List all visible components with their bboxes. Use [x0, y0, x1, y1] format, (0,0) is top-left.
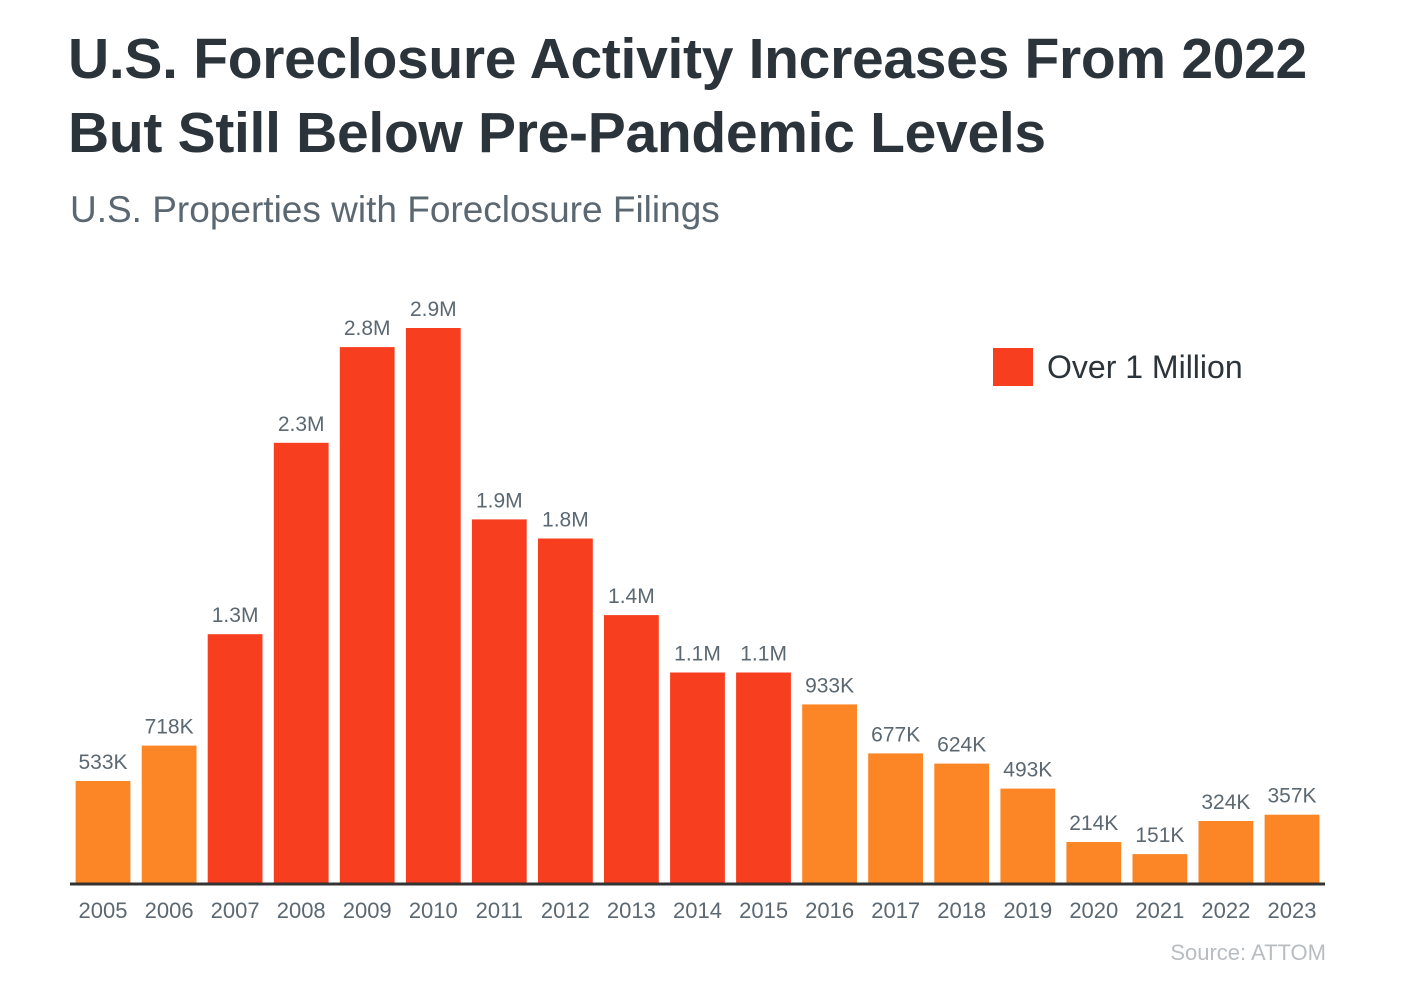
bar-2021	[1132, 854, 1188, 883]
x-tick-2014: 2014	[673, 898, 722, 923]
value-label-2014: 1.1M	[674, 643, 721, 666]
chart-title: U.S. Foreclosure Activity Increases From…	[68, 27, 1307, 165]
bar-2010	[405, 328, 461, 883]
x-tick-2021: 2021	[1135, 898, 1184, 923]
bar-2005	[75, 781, 131, 883]
value-label-2012: 1.8M	[542, 509, 589, 532]
x-tick-2006: 2006	[145, 898, 194, 923]
x-tick-2018: 2018	[937, 898, 986, 923]
value-label-2018: 624K	[937, 734, 986, 757]
legend-label: Over 1 Million	[1047, 348, 1243, 385]
bars-group	[75, 328, 1320, 884]
bar-2012	[538, 538, 593, 883]
bar-2019	[1000, 788, 1056, 883]
chart-subtitle: U.S. Properties with Foreclosure Filings	[70, 189, 720, 230]
bar-2015	[736, 672, 791, 883]
x-tick-2020: 2020	[1069, 898, 1118, 923]
value-label-2022: 324K	[1201, 791, 1250, 814]
value-label-2005: 533K	[78, 751, 127, 774]
value-label-2020: 214K	[1069, 812, 1118, 835]
x-tick-2022: 2022	[1201, 898, 1250, 923]
bar-2016	[802, 704, 857, 883]
bar-2011	[471, 519, 527, 883]
value-label-2006: 718K	[145, 716, 194, 739]
x-tick-2011: 2011	[476, 898, 523, 923]
value-label-2021: 151K	[1135, 824, 1184, 847]
bar-2008	[273, 442, 329, 883]
x-tick-2009: 2009	[343, 898, 392, 923]
x-tick-2017: 2017	[871, 898, 920, 923]
bar-2018	[934, 763, 990, 883]
bar-2022	[1198, 821, 1254, 883]
x-tick-2019: 2019	[1003, 898, 1052, 923]
x-tick-2023: 2023	[1268, 898, 1317, 923]
bar-2007	[207, 634, 263, 883]
bar-2017	[868, 753, 923, 883]
value-label-2019: 493K	[1003, 759, 1052, 782]
bar-2020	[1066, 842, 1122, 883]
x-tick-labels-group: 2005 2006 2007 2008 2009 2010 2011 2012 2013 2014…	[79, 898, 1317, 923]
value-label-2007: 1.3M	[212, 604, 259, 627]
bar-2006	[141, 745, 197, 883]
legend: Over 1 Million	[993, 348, 1243, 386]
x-tick-2005: 2005	[79, 898, 128, 923]
value-label-2023: 357K	[1267, 785, 1316, 808]
x-tick-2008: 2008	[277, 898, 326, 923]
value-label-2008: 2.3M	[278, 413, 325, 436]
x-tick-2007: 2007	[211, 898, 260, 923]
value-label-2016: 933K	[805, 674, 854, 697]
bar-2013	[604, 615, 659, 883]
x-tick-2012: 2012	[541, 898, 590, 923]
value-labels-group: 533K 718K 1.3M 2.3M 2.8M 2.9M 1.9M 1.8M 1.4M 1.1M…	[78, 298, 1316, 847]
value-label-2010: 2.9M	[410, 298, 457, 321]
x-tick-2013: 2013	[607, 898, 656, 923]
bar-2009	[339, 347, 395, 884]
bar-2023	[1264, 814, 1320, 883]
value-label-2017: 677K	[871, 723, 920, 746]
value-label-2009: 2.8M	[344, 317, 391, 340]
x-tick-2015: 2015	[739, 898, 788, 923]
value-label-2013: 1.4M	[608, 585, 655, 608]
legend-swatch	[993, 348, 1033, 386]
value-label-2015: 1.1M	[740, 643, 787, 666]
value-label-2011: 1.9M	[476, 489, 523, 512]
x-tick-2010: 2010	[409, 898, 458, 923]
source-note: Source: ATTOM	[1170, 940, 1326, 965]
bar-2014	[670, 672, 725, 883]
x-tick-2016: 2016	[805, 898, 854, 923]
